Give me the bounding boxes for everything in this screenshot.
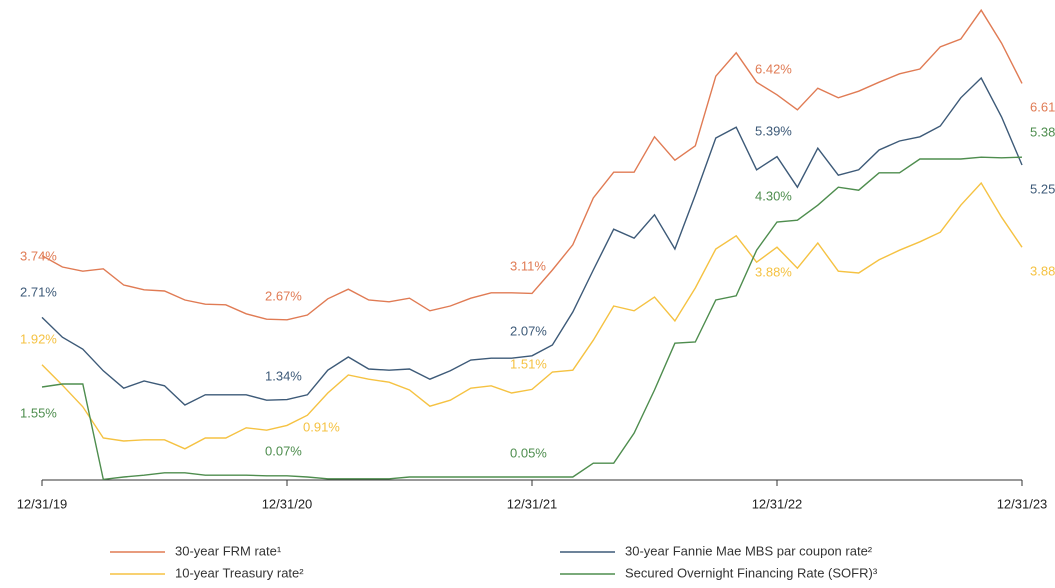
data-label: 0.05%: [510, 445, 547, 460]
data-label: 3.74%: [20, 248, 57, 263]
data-label: 5.39%: [755, 123, 792, 138]
series-line: [41, 156, 1023, 481]
data-label: 3.11%: [510, 258, 546, 273]
data-label: 6.61%: [1030, 99, 1055, 114]
series-line: [41, 8, 1023, 321]
data-label: 6.42%: [755, 61, 792, 76]
data-label: 0.91%: [303, 419, 340, 434]
legend-label: 30-year Fannie Mae MBS par coupon rate²: [625, 543, 873, 558]
x-tick-label: 12/31/21: [507, 496, 558, 511]
series-line: [41, 76, 1023, 406]
data-label: 2.67%: [265, 288, 302, 303]
x-tick-label: 12/31/20: [262, 496, 313, 511]
x-tick-label: 12/31/23: [997, 496, 1048, 511]
data-label: 2.07%: [510, 323, 547, 338]
data-label: 0.07%: [265, 443, 302, 458]
data-label: 1.34%: [265, 368, 302, 383]
data-label: 3.88%: [1030, 263, 1055, 278]
legend-label: 30-year FRM rate¹: [175, 543, 282, 558]
data-label: 1.55%: [20, 405, 57, 420]
data-label: 5.25%: [1030, 181, 1055, 196]
series-line: [41, 181, 1023, 450]
x-tick-label: 12/31/22: [752, 496, 803, 511]
data-label: 4.30%: [755, 188, 792, 203]
x-tick-label: 12/31/19: [17, 496, 68, 511]
data-label: 1.51%: [510, 356, 547, 371]
data-label: 3.88%: [755, 264, 792, 279]
data-label: 1.92%: [20, 331, 57, 346]
legend-label: Secured Overnight Financing Rate (SOFR)³: [625, 565, 878, 580]
data-label: 5.38%: [1030, 124, 1055, 139]
legend-label: 10-year Treasury rate²: [175, 565, 304, 580]
data-label: 2.71%: [20, 284, 57, 299]
